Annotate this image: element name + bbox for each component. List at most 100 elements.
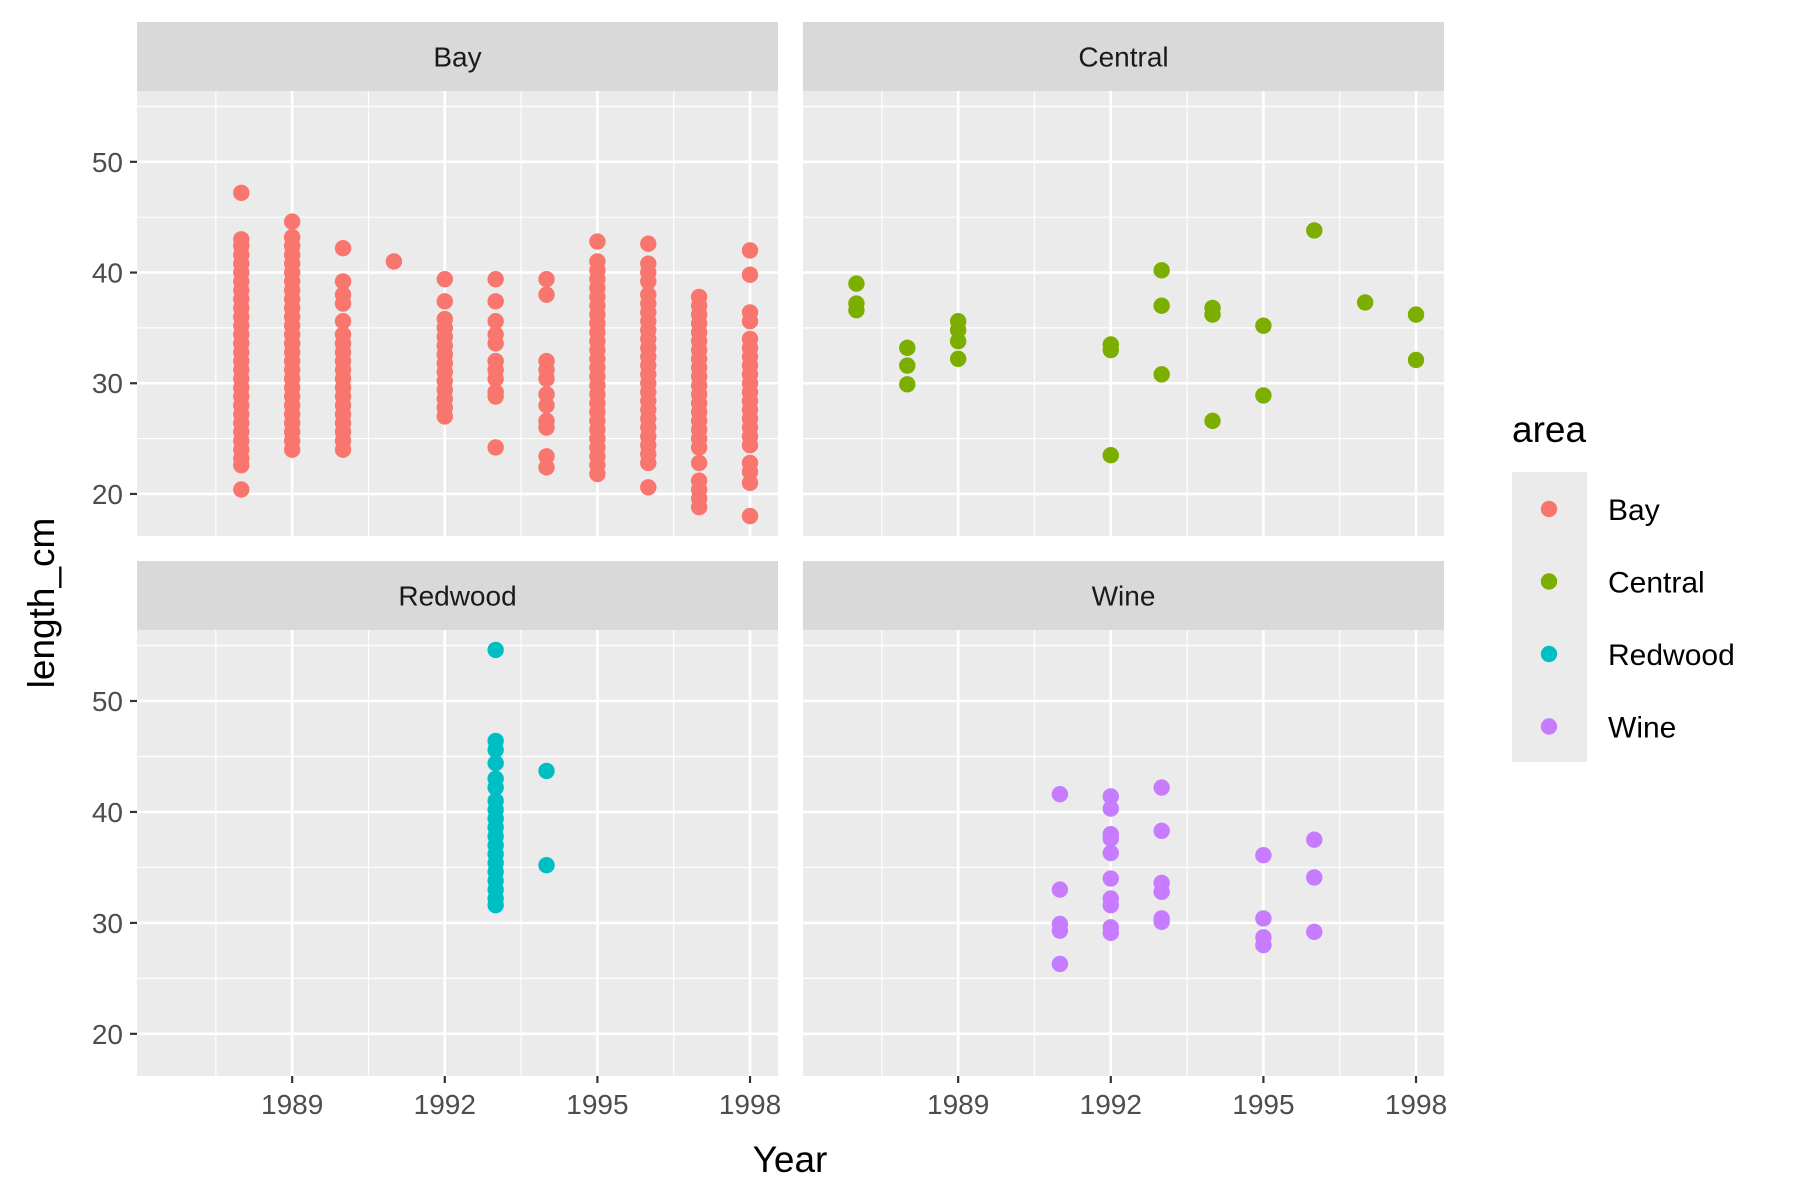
data-point-wine [1102,924,1119,942]
plot-area-bay [137,91,778,536]
legend-key-wine [1540,718,1558,735]
strip-redwood [137,561,778,630]
data-point-wine [1153,913,1170,930]
y-tick-label: 50 [92,686,123,717]
data-point-bay [233,481,250,498]
data-point-central [1407,351,1425,369]
data-point-bay [436,293,453,310]
strip-bay [137,22,778,91]
data-point-central [899,376,916,393]
data-point-wine [1051,881,1069,898]
data-point-redwood [487,896,504,914]
data-point-central [848,275,865,292]
x-tick-label: 1989 [927,1089,989,1120]
data-point-bay [640,479,657,496]
data-point-central [1102,341,1119,359]
data-point-bay [538,370,555,388]
data-point-wine [1051,922,1069,939]
data-point-bay [233,456,250,474]
y-tick-label: 40 [92,797,123,828]
data-point-bay [487,388,504,405]
data-point-wine [1102,896,1119,914]
data-point-wine [1306,923,1323,940]
x-tick-label: 1995 [566,1089,628,1120]
data-point-central [1153,262,1170,279]
legend-label-bay: Bay [1608,494,1660,527]
data-point-bay [436,408,453,425]
data-point-wine [1051,955,1069,973]
panel-redwood: Redwood [137,561,778,1076]
data-point-wine [1102,788,1119,805]
y-tick-label: 30 [92,368,123,399]
data-point-bay [538,419,555,436]
data-point-bay [690,499,708,516]
facet-panels: Bay Central Redwood Wine [137,22,1444,1076]
data-point-bay [640,273,657,290]
data-point-bay [538,459,555,476]
strip-central [803,22,1444,91]
legend-label-central: Central [1608,567,1705,600]
data-point-bay [334,441,352,458]
data-point-bay [334,239,352,257]
data-point-redwood [487,754,504,772]
data-point-central [1255,317,1272,334]
y-axis-title: length_cm [21,518,62,689]
data-point-bay [741,507,759,525]
x-tick-label: 1992 [414,1089,476,1120]
data-point-wine [1102,830,1119,847]
legend-key-central [1540,573,1558,590]
data-point-bay [436,270,453,288]
data-point-bay [334,313,352,330]
plot-area-redwood [137,630,778,1076]
data-point-wine [1255,936,1272,954]
data-point-central [1102,446,1119,464]
data-point-bay [690,439,708,456]
data-point-wine [1255,847,1272,864]
data-point-bay [640,235,657,252]
data-point-wine [1153,883,1170,901]
strip-label-wine: Wine [1092,581,1156,612]
data-point-central [1306,222,1323,239]
data-point-bay [538,397,555,414]
data-point-bay [487,439,504,456]
strip-wine [803,561,1444,630]
legend: area Bay Central Redwood Wine [1512,409,1735,762]
data-point-central [1204,412,1221,430]
data-point-redwood [538,857,555,874]
x-axis-title: Year [753,1139,828,1180]
legend-title: area [1512,409,1586,450]
data-point-bay [589,465,606,483]
data-point-wine [1153,822,1170,840]
data-point-central [1356,294,1374,311]
x-tick-label: 1992 [1080,1089,1142,1120]
data-point-redwood [487,641,504,659]
data-point-central [899,339,916,357]
data-point-bay [487,293,504,310]
data-point-wine [1255,910,1272,927]
data-point-bay [741,437,759,454]
panel-central: Central [803,22,1444,536]
data-point-bay [487,270,504,288]
data-point-central [1204,306,1221,323]
data-point-wine [1153,779,1170,796]
data-point-bay [487,313,504,330]
data-point-bay [334,273,352,290]
x-tick-label: 1995 [1232,1089,1294,1120]
data-point-bay [741,242,759,259]
strip-label-bay: Bay [433,42,481,73]
data-point-redwood [538,762,555,780]
strip-label-central: Central [1078,42,1168,73]
y-tick-label: 20 [92,479,123,510]
data-point-wine [1306,831,1323,848]
y-tick-label: 20 [92,1019,123,1050]
legend-label-redwood: Redwood [1608,639,1735,672]
data-point-central [1153,366,1170,383]
data-point-central [949,332,967,350]
y-tick-label: 40 [92,258,123,289]
data-point-bay [538,270,555,288]
x-tick-label: 1998 [1385,1089,1447,1120]
data-point-central [899,357,916,374]
data-point-bay [690,454,708,472]
data-point-bay [741,313,759,330]
